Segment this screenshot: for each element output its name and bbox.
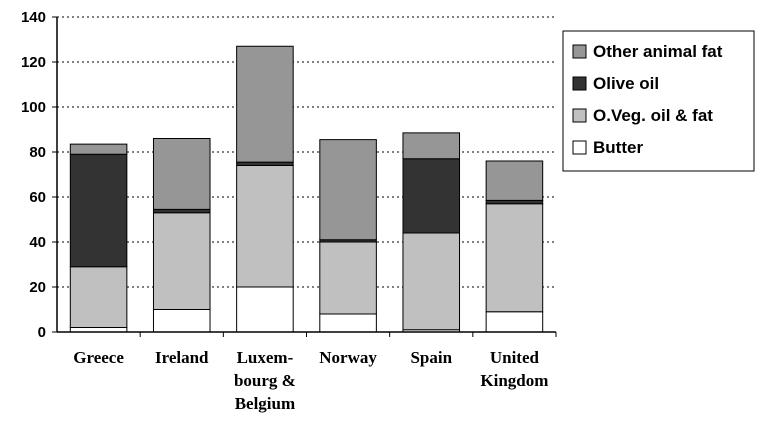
x-category-label-line: Norway — [319, 348, 377, 367]
y-axis-ticks: 0 20 40 60 80 100 120 140 — [21, 9, 57, 341]
bar-segment-o-veg-oil-fat — [69, 266, 128, 328]
x-category-label: United Kingdom — [480, 348, 548, 390]
x-category-label: Spain — [410, 348, 452, 367]
x-axis-labels: Greece Ireland Luxem-bourg & Belgium Norway S… — [73, 348, 548, 413]
x-category-label: Greece — [73, 348, 124, 367]
bar-segment-o-veg-oil-fat — [485, 203, 544, 313]
y-tick-label: 100 — [21, 99, 46, 116]
x-category-label-line: Luxem- — [237, 348, 294, 367]
bar-segment-olive-oil — [236, 161, 294, 166]
x-category-label-line: bourg & — [234, 371, 296, 390]
bar-segment-o-veg-oil-fat — [402, 232, 461, 331]
y-tick-label: 120 — [21, 54, 46, 71]
bar-segment-o-veg-oil-fat — [152, 212, 211, 310]
legend-swatch — [572, 140, 587, 155]
x-category-label-line: Kingdom — [480, 371, 548, 390]
bar-segment-butter — [236, 286, 294, 333]
bar-segment-o-veg-oil-fat — [236, 165, 294, 288]
bar-segment-other-animal-fat — [69, 143, 128, 155]
x-category-label-line: Greece — [73, 348, 124, 367]
y-tick-label: 40 — [29, 234, 46, 251]
legend-swatch — [572, 44, 587, 59]
legend-swatch — [572, 76, 587, 91]
bar-segment-olive-oil — [485, 199, 544, 205]
bar-segment-olive-oil — [402, 158, 461, 234]
bar-segment-butter — [485, 311, 544, 333]
bar-segment-other-animal-fat — [236, 45, 294, 163]
x-category-label-line: Ireland — [155, 348, 209, 367]
x-category-label: Luxem-bourg & Belgium — [234, 348, 296, 413]
bar-segment-butter — [319, 313, 377, 333]
x-category-label-line: Belgium — [235, 394, 295, 413]
x-category-label: Ireland — [155, 348, 209, 367]
y-tick-label: 140 — [21, 9, 46, 26]
bar-segment-o-veg-oil-fat — [319, 241, 377, 315]
legend-label: Other animal fat — [593, 42, 723, 61]
legend-label: O.Veg. oil & fat — [593, 106, 713, 125]
y-tick-label: 80 — [29, 144, 46, 161]
bar-segment-olive-oil — [152, 208, 211, 214]
legend-box — [562, 30, 755, 172]
bar-segment-butter — [152, 309, 211, 333]
bar-segment-olive-oil — [69, 153, 128, 268]
gridlines — [57, 16, 556, 288]
x-category-label: Norway — [319, 348, 377, 367]
bars — [69, 45, 544, 333]
bar-segment-other-animal-fat — [152, 138, 211, 210]
x-category-label-line: Spain — [410, 348, 452, 367]
bar-segment-other-animal-fat — [319, 139, 377, 241]
legend: Other animal fat Olive oil O.Veg. oil & fa… — [562, 30, 755, 172]
y-tick-label: 20 — [29, 279, 46, 296]
x-category-label-line: United — [490, 348, 540, 367]
legend-swatch — [572, 108, 587, 123]
legend-label: Olive oil — [593, 74, 659, 93]
legend-label: Butter — [593, 138, 643, 157]
axes — [56, 17, 557, 337]
bar-segment-other-animal-fat — [402, 132, 461, 160]
bar-segment-other-animal-fat — [485, 160, 544, 201]
y-tick-label: 60 — [29, 189, 46, 206]
y-tick-label: 0 — [38, 324, 46, 341]
